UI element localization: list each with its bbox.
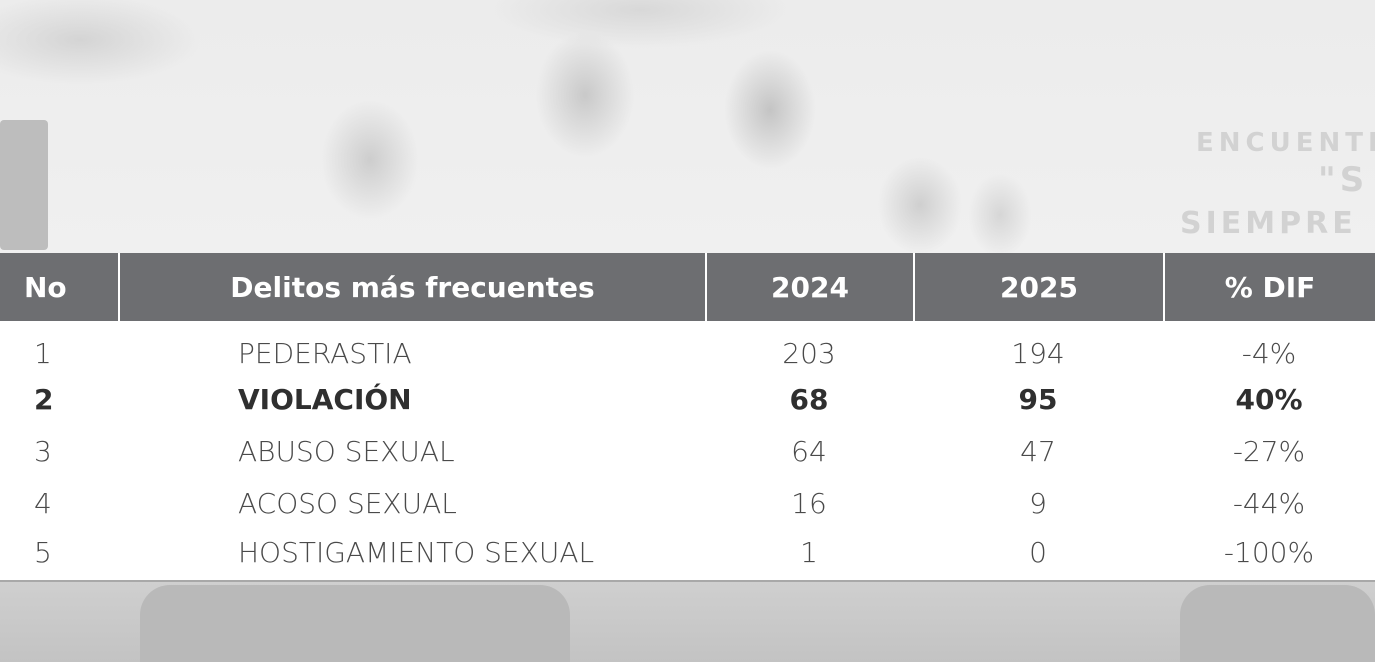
- row-value-dif: -4%: [1241, 336, 1297, 370]
- row-value-2025: 194: [1011, 336, 1065, 370]
- table-row: 5 HOSTIGAMIENTO SEXUAL 1 0 -100%: [0, 529, 1375, 581]
- background-figure-shape: [1180, 585, 1375, 662]
- row-value-dif: -27%: [1232, 434, 1306, 468]
- header-no: No: [0, 253, 118, 321]
- table-row: 1 PEDERASTIA 203 194 -4%: [0, 321, 1375, 373]
- header-2025: 2025: [913, 253, 1163, 321]
- row-value-2024: 68: [789, 382, 829, 416]
- row-number: 3: [34, 434, 52, 468]
- row-value-2024: 203: [782, 336, 836, 370]
- row-value-2024: 64: [791, 434, 827, 468]
- row-crime-name: ACOSO SEXUAL: [238, 486, 457, 520]
- header-2024: 2024: [705, 253, 913, 321]
- row-crime-name: PEDERASTIA: [238, 336, 412, 370]
- background-figure-shape: [140, 585, 570, 662]
- row-number: 5: [34, 535, 52, 569]
- header-delitos: Delitos más frecuentes: [118, 253, 705, 321]
- row-value-dif: -44%: [1232, 486, 1306, 520]
- header-dif: % DIF: [1163, 253, 1375, 321]
- row-value-2025: 0: [1029, 535, 1047, 569]
- background-speaker-shape: [0, 120, 48, 250]
- table-row: 4 ACOSO SEXUAL 16 9 -44%: [0, 477, 1375, 529]
- row-value-dif: 40%: [1235, 382, 1303, 416]
- row-value-2025: 9: [1029, 486, 1047, 520]
- row-value-2025: 95: [1018, 382, 1058, 416]
- row-number: 4: [34, 486, 52, 520]
- table-header-row: No Delitos más frecuentes 2024 2025 % DI…: [0, 253, 1375, 321]
- row-value-2024: 1: [800, 535, 818, 569]
- table-bottom-border: [0, 580, 1375, 582]
- row-number: 1: [34, 336, 52, 370]
- row-number: 2: [34, 382, 54, 416]
- row-value-2024: 16: [791, 486, 827, 520]
- background-banner-line-1: ENCUENTR: [1196, 128, 1375, 158]
- table-row: 3 ABUSO SEXUAL 64 47 -27%: [0, 425, 1375, 477]
- table-row-highlighted: 2 VIOLACIÓN 68 95 40%: [0, 373, 1375, 425]
- row-value-dif: -100%: [1223, 535, 1315, 569]
- crimes-table: No Delitos más frecuentes 2024 2025 % DI…: [0, 253, 1375, 581]
- row-crime-name: HOSTIGAMIENTO SEXUAL: [238, 535, 595, 569]
- background-banner-line-2: "S: [1318, 160, 1369, 200]
- row-crime-name: ABUSO SEXUAL: [238, 434, 455, 468]
- row-value-2025: 47: [1020, 434, 1056, 468]
- background-banner-line-3: SIEMPRE: [1180, 206, 1357, 241]
- row-crime-name: VIOLACIÓN: [238, 382, 412, 416]
